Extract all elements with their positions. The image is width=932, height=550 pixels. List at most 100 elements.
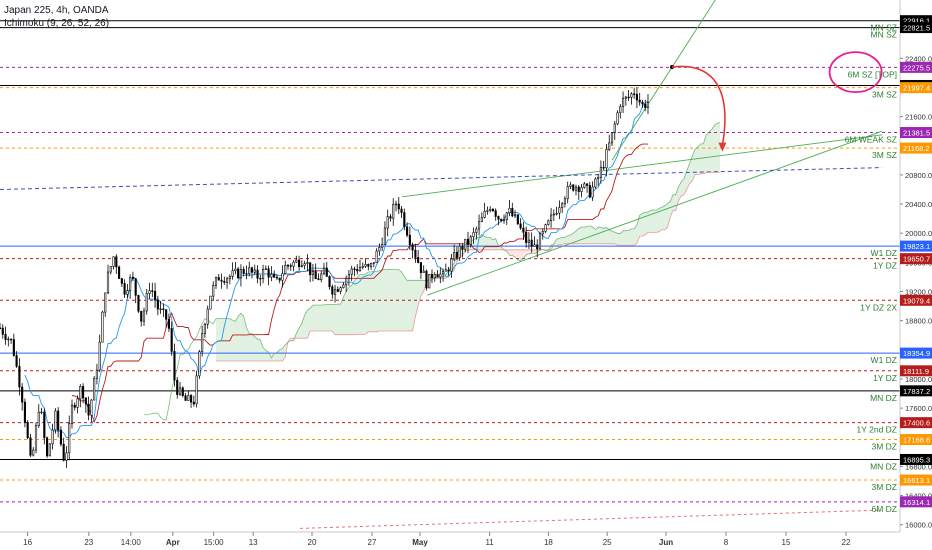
candle-body bbox=[320, 273, 323, 281]
candle-body bbox=[594, 178, 597, 188]
cloud-segment bbox=[564, 235, 568, 244]
candle-body bbox=[433, 274, 436, 278]
candle-body bbox=[331, 286, 334, 295]
candle-body bbox=[597, 177, 600, 180]
candle-body bbox=[29, 437, 32, 456]
candle-body bbox=[242, 269, 245, 274]
cloud-segment bbox=[520, 249, 524, 261]
price-tag-text: 16314.1 bbox=[903, 498, 930, 507]
cloud-segment bbox=[243, 316, 247, 362]
cloud-segment bbox=[401, 271, 405, 332]
candle-body bbox=[87, 403, 90, 416]
cloud-segment bbox=[279, 348, 283, 362]
candle-body bbox=[234, 268, 237, 271]
time-tick-label: 18 bbox=[544, 538, 553, 547]
candle-body bbox=[450, 258, 453, 272]
candle-body bbox=[206, 308, 209, 325]
cloud-segment bbox=[354, 277, 358, 335]
price-tag-text: 18111.9 bbox=[903, 367, 929, 376]
candle-body bbox=[54, 410, 57, 431]
candle-body bbox=[226, 278, 229, 283]
highlight-ellipse bbox=[828, 51, 883, 94]
candle-body bbox=[151, 290, 154, 292]
cloud-segment bbox=[639, 213, 643, 237]
cloud-segment bbox=[620, 230, 624, 246]
candle-body bbox=[37, 411, 40, 427]
price-tag-text: 17400.6 bbox=[903, 419, 930, 428]
price-tick-label: 19200.0 bbox=[905, 288, 932, 297]
price-tick-label: 20400.0 bbox=[905, 200, 932, 209]
time-tick-label: 15:00 bbox=[204, 538, 225, 547]
time-tick-label: 8 bbox=[724, 538, 729, 547]
candle-body bbox=[483, 211, 486, 218]
candle-body bbox=[90, 399, 93, 416]
zone-label: 1Y DZ bbox=[873, 261, 897, 271]
price-tick-label: 16400.0 bbox=[905, 492, 932, 501]
cloud-segment bbox=[263, 347, 266, 362]
candle-body bbox=[325, 267, 328, 277]
cloud-segment bbox=[706, 132, 709, 173]
candle-body bbox=[104, 292, 107, 313]
zone-label: MN DZ bbox=[870, 393, 897, 403]
cloud-segment bbox=[584, 226, 588, 244]
candle-body bbox=[555, 212, 558, 215]
candle-body bbox=[381, 244, 384, 248]
indicator-label[interactable]: Ichimoku (9, 26, 52, 26) bbox=[4, 18, 109, 29]
candle-body bbox=[250, 267, 254, 273]
price-tag-text: 16613.1 bbox=[903, 476, 930, 485]
candle-body bbox=[220, 279, 223, 282]
cloud-segment bbox=[238, 313, 241, 362]
zone-label: 1Y DZ bbox=[873, 373, 897, 383]
candle-body bbox=[541, 231, 544, 235]
candle-body bbox=[522, 227, 525, 233]
candle-body bbox=[178, 387, 182, 395]
candle-body bbox=[428, 273, 431, 289]
price-tag bbox=[900, 474, 932, 486]
candle-body bbox=[624, 96, 627, 99]
cloud-segment bbox=[656, 208, 660, 233]
cloud-segment bbox=[581, 227, 585, 244]
cloud-segment bbox=[600, 227, 604, 244]
candle-body bbox=[248, 267, 251, 275]
cloud-segment bbox=[346, 287, 349, 335]
candle-body bbox=[195, 375, 198, 405]
time-tick-label: 23 bbox=[84, 538, 93, 547]
projection-arrow bbox=[671, 65, 726, 146]
candle-body bbox=[142, 310, 146, 322]
candle-body bbox=[231, 270, 234, 277]
time-tick-label: 15 bbox=[782, 538, 791, 547]
cloud-segment bbox=[229, 318, 233, 362]
price-tags: 22916.122821.522275.522027.221997.421381… bbox=[900, 15, 932, 508]
price-tick-label: 16000.0 bbox=[905, 521, 932, 530]
cloud-segment bbox=[240, 313, 244, 362]
price-tag bbox=[900, 434, 932, 446]
candle-body bbox=[356, 269, 359, 272]
candle-body bbox=[154, 290, 157, 301]
cloud-segment bbox=[227, 318, 230, 362]
candle-body bbox=[486, 210, 489, 212]
candle-body bbox=[181, 387, 184, 396]
candle-body bbox=[586, 183, 589, 186]
cloud-segment bbox=[623, 230, 626, 246]
candle-body bbox=[187, 395, 190, 401]
cloud-segment bbox=[329, 304, 333, 332]
cloud-segment bbox=[609, 229, 612, 244]
candle-body bbox=[608, 142, 611, 150]
cloud-segment bbox=[252, 333, 255, 362]
cloud-segment bbox=[675, 186, 679, 211]
candle-body bbox=[101, 311, 104, 343]
candle-body bbox=[162, 308, 165, 310]
candle-body bbox=[239, 269, 242, 279]
candle-body bbox=[638, 99, 641, 103]
zone-label: 1Y DZ 2X bbox=[860, 302, 897, 312]
time-axis-background bbox=[0, 532, 932, 550]
cloud-segment bbox=[296, 327, 300, 339]
candle-body bbox=[298, 259, 301, 268]
candle-body bbox=[461, 245, 464, 250]
cloud-segment bbox=[645, 212, 648, 235]
candle-body bbox=[408, 234, 411, 245]
candle-body bbox=[453, 252, 456, 260]
candle-body bbox=[619, 106, 622, 114]
